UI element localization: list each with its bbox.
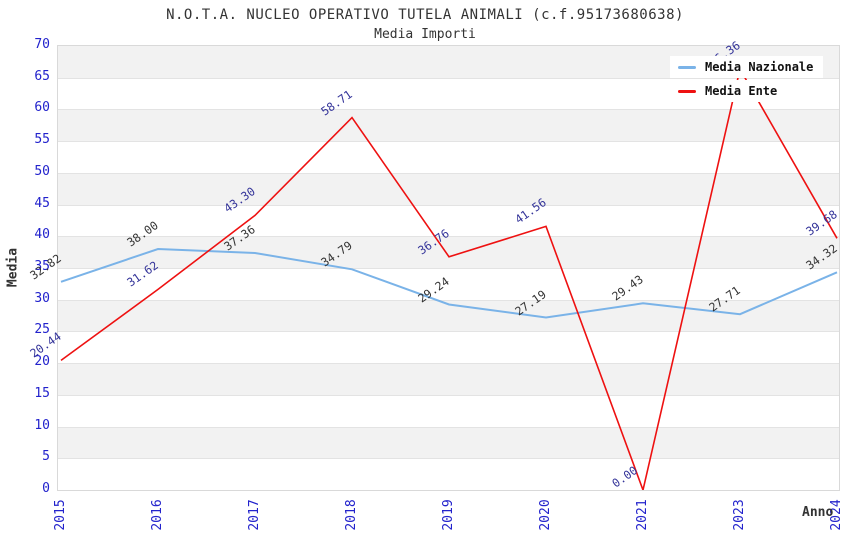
y-tick-label: 45 [34, 195, 50, 211]
y-tick-label: 25 [34, 322, 50, 338]
gridline [58, 268, 839, 269]
x-tick-label: 2015 [53, 499, 68, 531]
y-tick-label: 60 [34, 100, 50, 116]
x-tick-label: 2021 [635, 499, 650, 531]
gridline [58, 141, 839, 143]
y-tick-label: 20 [34, 354, 50, 370]
y-tick-label: 70 [34, 37, 50, 52]
x-tick-label: 2018 [344, 499, 359, 531]
y-tick-label: 50 [34, 163, 50, 179]
y-tick-label: 10 [34, 417, 50, 433]
gridline [58, 426, 839, 428]
line-swatch-icon [678, 89, 696, 93]
y-tick-label: 40 [34, 227, 50, 243]
gridline [58, 172, 839, 174]
legend-item-media-nazionale[interactable]: Media Nazionale [670, 56, 824, 78]
x-tick-label: 2023 [732, 499, 747, 531]
y-tick-label: 30 [34, 290, 50, 306]
series-lines [60, 66, 838, 490]
gridline [58, 109, 839, 111]
x-tick-label: 2019 [441, 499, 456, 531]
gridline [58, 204, 839, 206]
gridline [58, 331, 839, 333]
legend-label: Media Nazionale [705, 60, 814, 74]
gridline [58, 299, 839, 301]
y-tick-label: 15 [34, 385, 50, 401]
x-tick-label: 2020 [538, 499, 553, 531]
line-swatch-icon [678, 65, 696, 69]
y-tick-label: 55 [34, 132, 50, 148]
gridline [58, 363, 839, 365]
gridline [58, 236, 839, 238]
y-tick-label: 35 [34, 259, 50, 274]
y-axis-title: Media [5, 247, 21, 288]
gridline [58, 394, 839, 396]
y-tick-label: 0 [42, 481, 50, 496]
legend-item-media-ente[interactable]: Media Ente [670, 80, 788, 102]
legend: Media Nazionale Media Ente [670, 56, 824, 102]
y-tick-label: 5 [42, 449, 50, 465]
x-tick-label: 2016 [150, 499, 165, 531]
y-tick-label: 65 [34, 68, 50, 84]
chart-subtitle: Media Importi [374, 27, 476, 42]
x-axis-title: Anno [802, 505, 834, 520]
plot-area: 32.82 38.00 37.36 34.79 29.24 27.19 29.43 27.71… [27, 38, 840, 491]
legend-label: Media Ente [705, 84, 778, 98]
x-tick-label: 2017 [247, 499, 262, 531]
gridline [58, 77, 839, 79]
gridline [58, 458, 839, 460]
chart-title: N.O.T.A. NUCLEO OPERATIVO TUTELA ANIMALI… [166, 7, 684, 23]
